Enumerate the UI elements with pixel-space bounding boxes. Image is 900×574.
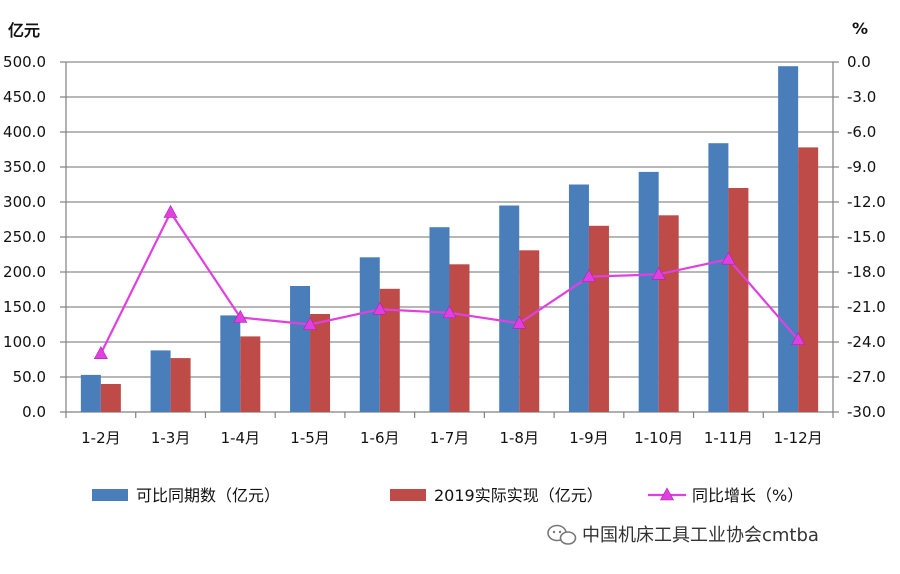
- x-tick-label: 1-4月: [221, 429, 261, 447]
- bar-actual-2019: [588, 225, 609, 412]
- legend-label: 可比同期数（亿元）: [136, 486, 280, 505]
- bar-comparable: [708, 143, 729, 412]
- left-tick-label: 400.0: [3, 123, 46, 141]
- bar-actual-2019: [449, 264, 470, 412]
- x-tick-label: 1-5月: [290, 429, 330, 447]
- left-tick-label: 250.0: [3, 228, 46, 246]
- bar-actual-2019: [310, 314, 331, 412]
- right-tick-label: 0.0: [847, 53, 871, 71]
- x-tick-label: 1-7月: [430, 429, 470, 447]
- right-tick-label: -30.0: [847, 403, 886, 421]
- left-tick-label: 0.0: [22, 403, 46, 421]
- x-tick-label: 1-6月: [360, 429, 400, 447]
- right-tick-label: -9.0: [847, 158, 876, 176]
- right-axis-unit: %: [852, 19, 868, 38]
- bar-actual-2019: [728, 188, 749, 412]
- left-axis-unit: 亿元: [8, 21, 40, 40]
- bar-comparable: [290, 286, 311, 412]
- left-tick-label: 500.0: [3, 53, 46, 71]
- left-tick-label: 150.0: [3, 298, 46, 316]
- bar-comparable: [80, 374, 101, 412]
- left-tick-label: 300.0: [3, 193, 46, 211]
- wechat-icon: [547, 524, 577, 545]
- right-tick-label: -15.0: [847, 228, 886, 246]
- legend: 可比同期数（亿元） 2019实际实现（亿元） 同比增长（%）: [92, 486, 803, 505]
- growth-point-marker: [791, 332, 806, 345]
- left-tick-label: 50.0: [13, 368, 46, 386]
- legend-swatch-comparable: [92, 489, 128, 501]
- bar-comparable: [638, 171, 659, 412]
- x-tick-label: 1-9月: [569, 429, 609, 447]
- x-tick-label: 1-2月: [81, 429, 121, 447]
- legend-label: 同比增长（%）: [692, 486, 803, 505]
- right-tick-label: -24.0: [847, 333, 886, 351]
- tick-labels: 0.0 50.0 100.0 150.0 200.0 250.0 300.0 350.0 400…: [3, 53, 886, 447]
- right-tick-label: -18.0: [847, 263, 886, 281]
- x-tick-label: 1-11月: [704, 429, 753, 447]
- growth-point-marker: [512, 315, 527, 329]
- bar-comparable: [499, 205, 520, 412]
- left-tick-label: 100.0: [3, 333, 46, 351]
- left-tick-label: 450.0: [3, 88, 46, 106]
- right-tick-label: -27.0: [847, 368, 886, 386]
- bar-actual-2019: [379, 288, 400, 412]
- growth-point-marker: [372, 301, 387, 315]
- left-tick-label: 350.0: [3, 158, 46, 176]
- growth-point-marker: [303, 316, 318, 330]
- growth-point-marker: [442, 305, 457, 319]
- bar-comparable: [359, 257, 380, 412]
- right-tick-label: -21.0: [847, 298, 886, 316]
- bar-actual-2019: [658, 215, 679, 412]
- bar-comparable: [150, 350, 171, 412]
- right-tick-label: -12.0: [847, 193, 886, 211]
- x-tick-label: 1-10月: [634, 429, 683, 447]
- growth-point-marker: [721, 251, 736, 265]
- bar-comparable: [220, 315, 241, 412]
- right-tick-label: -6.0: [847, 123, 876, 141]
- bar-comparable: [778, 66, 799, 412]
- watermark: 中国机床工具工业协会cmtba: [547, 524, 819, 546]
- growth-point-marker: [233, 309, 248, 323]
- bar-actual-2019: [240, 336, 261, 412]
- growth-point-marker: [651, 266, 666, 280]
- watermark-text: 中国机床工具工业协会cmtba: [582, 525, 819, 546]
- legend-swatch-actual-2019: [390, 489, 426, 501]
- growth-point-marker: [163, 204, 178, 218]
- bar-actual-2019: [170, 358, 191, 412]
- x-tick-label: 1-8月: [499, 429, 539, 447]
- legend-marker-growth: [659, 487, 675, 501]
- bar-actual-2019: [519, 250, 540, 412]
- bar-comparable: [568, 184, 589, 412]
- right-tick-label: -3.0: [847, 88, 876, 106]
- growth-point-marker: [581, 269, 596, 282]
- x-tick-label: 1-3月: [151, 429, 191, 447]
- x-tick-label: 1-12月: [774, 429, 823, 447]
- growth-line: [93, 204, 806, 359]
- bar-comparable: [429, 227, 450, 412]
- bars: [80, 66, 819, 412]
- bar-actual-2019: [100, 384, 121, 412]
- legend-label: 2019实际实现（亿元）: [434, 486, 603, 505]
- growth-point-marker: [93, 346, 108, 359]
- bar-actual-2019: [798, 147, 819, 412]
- left-tick-label: 200.0: [3, 263, 46, 281]
